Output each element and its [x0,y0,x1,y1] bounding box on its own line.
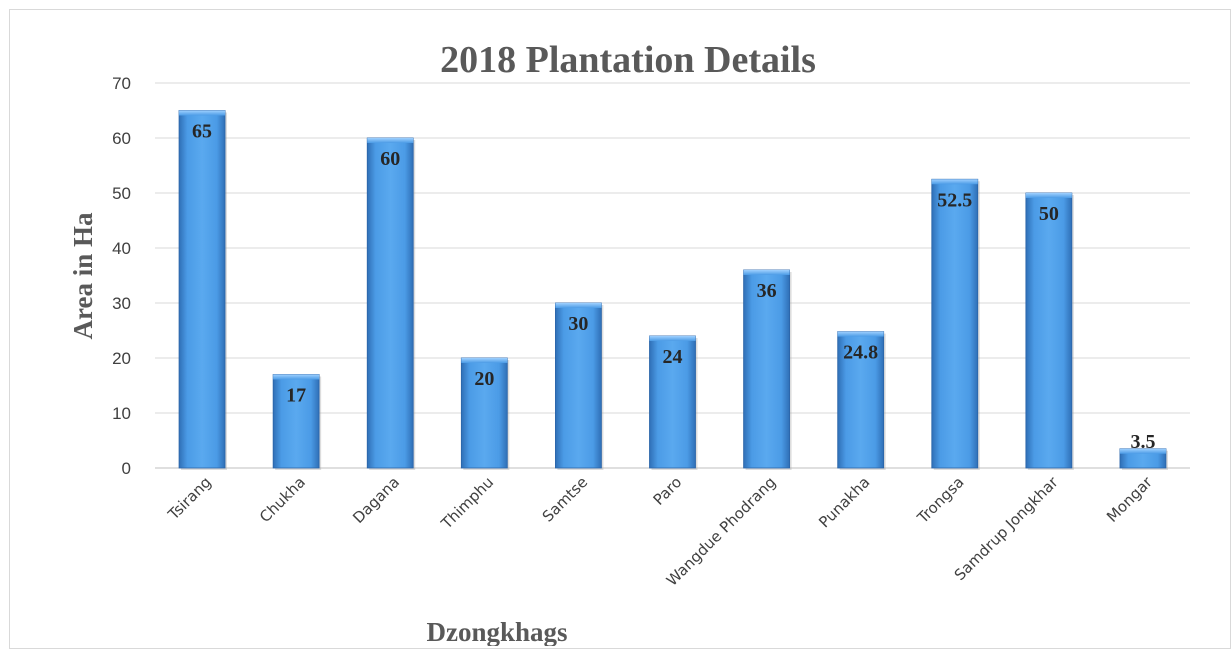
y-axis-ticks: 0 10 20 30 40 50 60 70 [112,74,131,478]
x-axis-title: Dzongkhags [426,617,567,646]
y-tick-label: 20 [112,349,131,368]
data-label: 24 [663,346,683,368]
x-category-label: Thimphu [437,473,497,533]
y-tick-label: 70 [112,74,131,93]
data-labels: 65 17 60 20 30 24 36 24.8 52.5 50 3.5 [192,121,1155,453]
y-tick-label: 60 [112,129,131,148]
x-category-label: Mongar [1103,473,1156,526]
x-category-label: Punakha [815,473,873,531]
bar [931,178,980,470]
bar [366,137,416,470]
bar [649,335,698,470]
bar [837,331,886,470]
x-category-label: Tsirang [164,473,215,524]
chart-title: 2018 Plantation Details [440,39,816,81]
data-label: 50 [1039,203,1059,225]
x-category-label: Chukha [256,473,309,526]
bar [178,110,228,470]
x-category-label: Samtse [539,473,592,526]
x-category-label: Trongsa [913,473,967,527]
data-label: 65 [192,121,212,143]
x-category-label: Dagana [349,473,403,527]
data-label: 30 [568,313,588,335]
data-label: 3.5 [1130,431,1155,453]
bar [743,269,792,470]
data-label: 17 [286,385,306,407]
bars [178,110,1168,470]
bar [1119,448,1168,470]
bar [1025,192,1074,470]
gridlines [155,82,1190,469]
y-tick-label: 30 [112,294,131,313]
y-tick-label: 10 [112,404,131,423]
y-tick-label: 0 [122,459,131,478]
x-axis-categories: Tsirang Chukha Dagana Thimphu Samtse ParoWang… [164,473,1156,590]
bar [272,374,322,470]
y-axis-title: Area in Ha [68,212,98,339]
bar [555,302,604,470]
bar [460,357,510,470]
x-category-label: Samdrup Jongkhar [951,473,1063,585]
y-tick-label: 40 [112,239,131,258]
data-label: 52.5 [937,189,972,211]
data-label: 24.8 [843,342,878,364]
data-label: 20 [474,368,494,390]
data-label: 60 [380,148,400,170]
data-label: 36 [757,280,777,302]
x-category-label: Paro [650,473,686,509]
y-tick-label: 50 [112,184,131,203]
